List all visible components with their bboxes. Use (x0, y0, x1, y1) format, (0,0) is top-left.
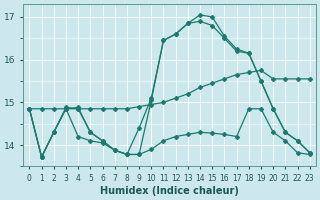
X-axis label: Humidex (Indice chaleur): Humidex (Indice chaleur) (100, 186, 239, 196)
